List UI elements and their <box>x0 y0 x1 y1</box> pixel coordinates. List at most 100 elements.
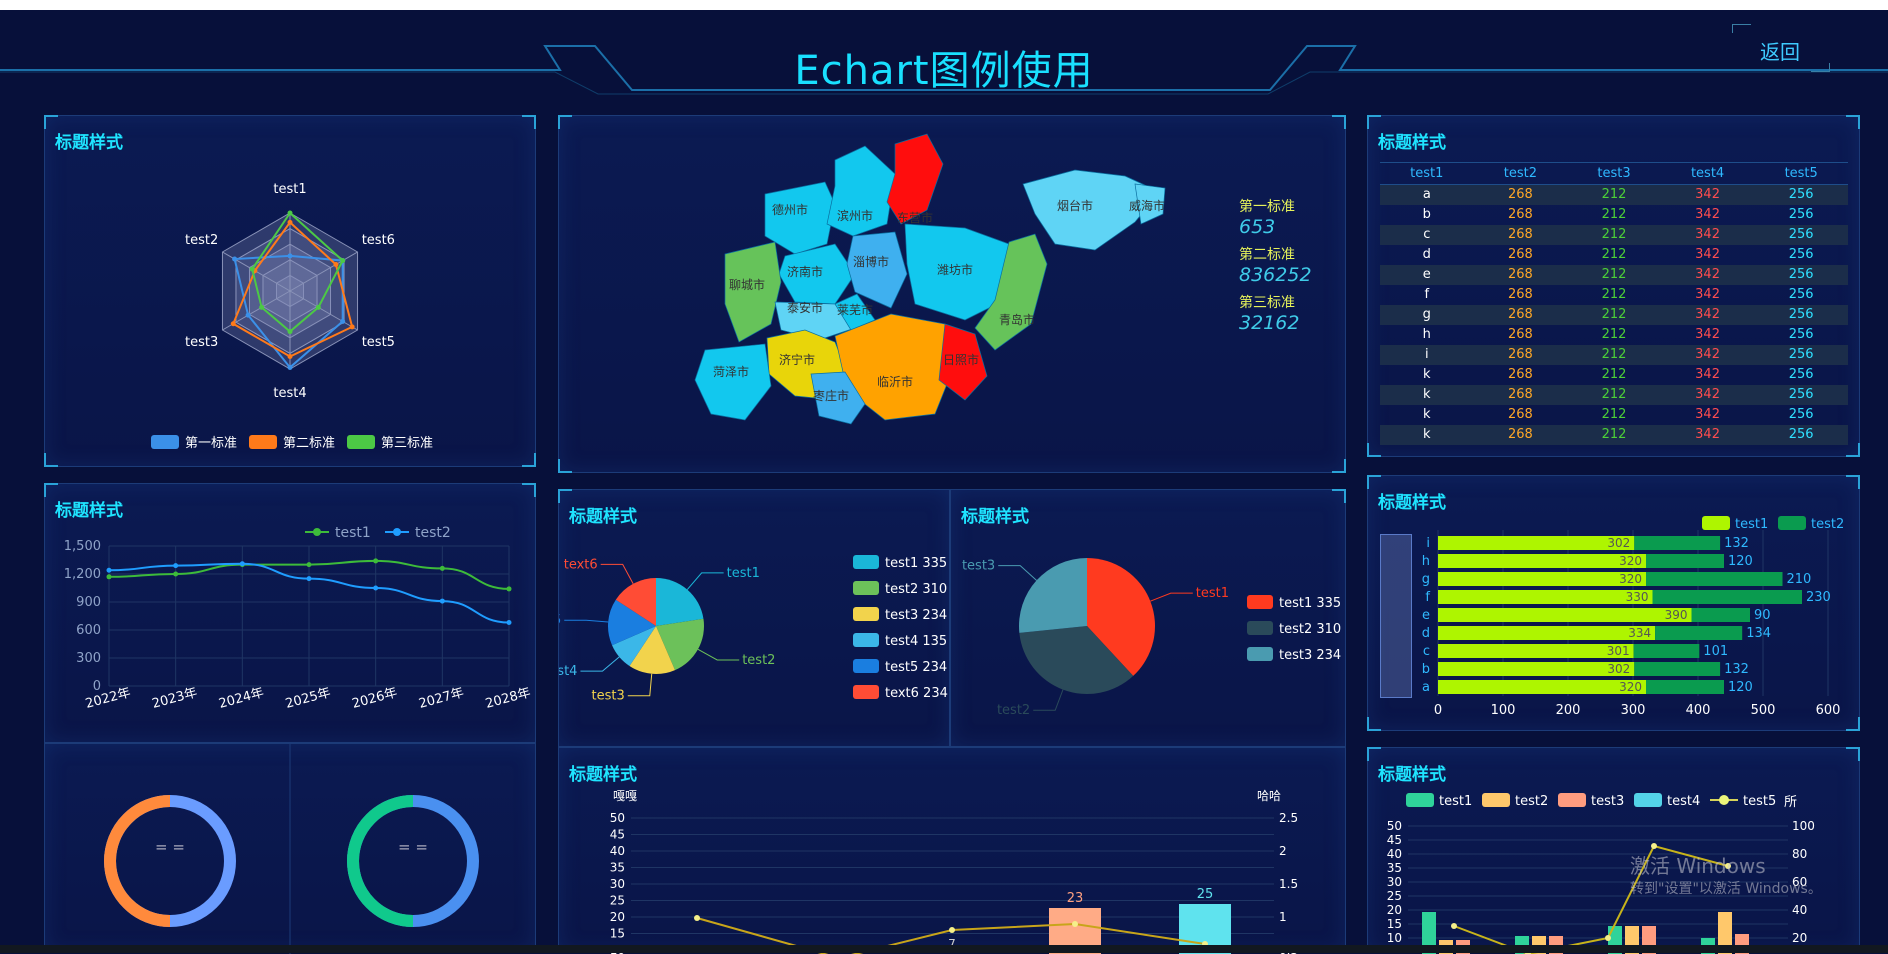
y-tick-left: 10 <box>1387 931 1402 945</box>
legend-label: test3 234 <box>885 608 947 623</box>
y-tick-left: 40 <box>610 844 625 858</box>
pie-leader-line <box>580 656 620 672</box>
map-region-菏泽市[interactable] <box>694 343 772 421</box>
map-region-东营市[interactable] <box>886 133 944 225</box>
table-row: i 268 212 342 256 <box>1380 344 1848 365</box>
map-region-潍坊市[interactable] <box>904 223 1010 321</box>
pie-slice-label: test2 <box>742 653 775 668</box>
pie-slice-text6 <box>615 578 656 626</box>
radar-point <box>287 210 293 216</box>
table-row: d 268 212 342 256 <box>1380 245 1848 265</box>
map-region-聊城市[interactable] <box>724 241 782 343</box>
legend-marker <box>1719 795 1729 805</box>
panel-title: 标题样式 <box>1378 133 1446 153</box>
map-panel: 德州市 滨州市 东营市 烟台市 威海市 济南市 淄博市 潍坊市 聊城市 泰安市 莱芜市 青岛市 济宁市菏… <box>558 115 1346 473</box>
radar-indicator-label: test1 <box>273 182 306 197</box>
datazoom-slider[interactable] <box>1380 534 1412 698</box>
map-region-烟台市[interactable] <box>1022 169 1161 251</box>
map-stat-value: 653 <box>1239 216 1276 238</box>
line-point <box>373 585 379 591</box>
table-row: k 268 212 342 256 <box>1380 424 1848 445</box>
map-region-淄博市[interactable] <box>846 231 908 309</box>
x-tick-label: 2027年 <box>417 685 465 711</box>
y-tick-label: i <box>1426 536 1430 551</box>
back-button[interactable]: 返回 <box>1760 40 1800 64</box>
x-tick-label: 400 <box>1686 703 1711 718</box>
table-cell: 342 <box>1695 287 1720 302</box>
table-cell: 268 <box>1473 344 1568 365</box>
table-cell: h <box>1422 327 1431 342</box>
map-region-日照市[interactable] <box>938 323 988 401</box>
pie-slice-label: test2 <box>997 703 1030 718</box>
map-region-滨州市[interactable] <box>826 145 896 237</box>
hbar-value-label: 210 <box>1787 572 1812 587</box>
y-tick-label: b <box>1422 662 1430 677</box>
table-cell: a <box>1380 184 1474 205</box>
table-row: g 268 212 342 256 <box>1380 304 1848 325</box>
line-point <box>306 576 312 582</box>
hbar-value-label: 101 <box>1703 644 1728 659</box>
map-region-德州市[interactable] <box>764 181 836 255</box>
y-tick-right: 1 <box>1279 910 1287 924</box>
panel-title: 标题样式 <box>961 507 1029 527</box>
panel-title: 标题样式 <box>55 501 123 521</box>
combo-line-point <box>1651 843 1657 849</box>
legend-swatch[interactable] <box>347 434 376 449</box>
table-header-cell: test3 <box>1567 162 1661 185</box>
map-region-泰安市[interactable] <box>774 301 856 341</box>
y-tick-right: 80 <box>1792 847 1807 861</box>
table-cell: 212 <box>1601 247 1627 262</box>
legend-label[interactable]: 第二标准 <box>283 436 336 451</box>
line-point <box>506 586 512 592</box>
hbar-test2 <box>1646 554 1724 568</box>
legend-swatch[interactable] <box>249 434 278 449</box>
legend-label[interactable]: 第一标准 <box>185 436 238 451</box>
hbar-test2 <box>1633 644 1700 658</box>
pie-leader-line <box>1033 689 1064 711</box>
line-point <box>239 561 245 567</box>
table-cell: 256 <box>1788 327 1814 342</box>
y-tick-left: 40 <box>1387 847 1402 861</box>
table-row: f 268 212 342 256 <box>1380 285 1848 305</box>
radar-point <box>287 364 293 370</box>
table-cell: 256 <box>1754 224 1848 245</box>
legend-label: test1 <box>1439 794 1472 809</box>
table-header-cell: test4 <box>1660 162 1755 185</box>
hbar-test1 <box>1438 680 1646 694</box>
y-tick-left: 20 <box>610 910 625 924</box>
table-cell: 268 <box>1473 224 1568 245</box>
hbar-test1 <box>1438 554 1646 568</box>
legend-label[interactable]: 第三标准 <box>381 436 434 451</box>
map-region-shape <box>974 233 1048 351</box>
y-tick-left: 20 <box>1387 903 1402 917</box>
radar-point <box>315 304 321 310</box>
table-cell: 342 <box>1660 184 1755 205</box>
legend-swatch <box>853 685 879 699</box>
map-stats: 第一标准 653 第二标准 836252 第三标准 32162 <box>1239 190 1312 338</box>
hbar-test2 <box>1655 626 1743 640</box>
map-region-青岛市[interactable] <box>974 233 1048 351</box>
y-tick-label: c <box>1423 644 1430 659</box>
pie-chart-2: test1 test2 test3 test1 335 test2 310 test3 2… <box>962 558 1341 718</box>
line-point <box>306 562 312 568</box>
line-panel: 标题样式 0 300 600 900 1,200 1,500 2022年 2023年 2024年… <box>44 483 536 743</box>
table-cell: 342 <box>1660 344 1755 365</box>
mixed-chart: 嘎嘎哈哈5045403530252015102.521.510.523257 <box>610 789 1298 954</box>
table-cell: 268 <box>1473 264 1568 285</box>
map-region-枣庄市[interactable] <box>810 371 866 425</box>
radar-point <box>249 266 255 272</box>
table-row: h 268 212 342 256 <box>1380 325 1848 345</box>
hbar-panel: 标题样式 0 100 200 300 400 500 600 i 302 132 h 320 120 g 3… <box>1367 475 1860 731</box>
legend-swatch[interactable] <box>151 434 179 449</box>
pie-slice-label: test1 <box>727 566 760 581</box>
hbar-test2 <box>1646 572 1783 586</box>
pie-leader-line <box>1150 592 1193 602</box>
y-tick-label: 900 <box>76 595 101 610</box>
page-title: Echart图例使用 <box>794 48 1094 94</box>
panel-title: 标题样式 <box>569 765 637 785</box>
pie-leader-line <box>998 565 1037 581</box>
map-region-威海市[interactable] <box>1134 183 1166 225</box>
pie-panel-1: 标题样式 test1test2test3test4test5text6test1… <box>558 489 950 747</box>
panel-title: 标题样式 <box>1378 493 1446 513</box>
